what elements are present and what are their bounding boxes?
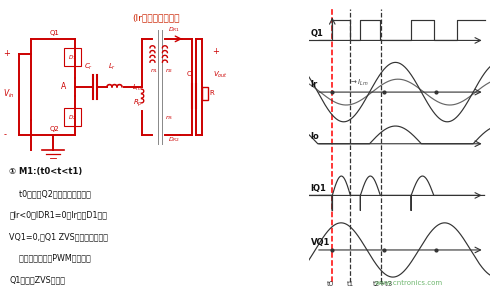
Text: t0: t0 — [327, 281, 334, 287]
Text: (Ir从左向右为正）: (Ir从左向右为正） — [132, 13, 179, 22]
Text: Io: Io — [311, 132, 319, 141]
Text: $C_r$: $C_r$ — [84, 62, 93, 72]
Text: Q1上使其ZVS开通。: Q1上使其ZVS开通。 — [9, 275, 65, 284]
Text: $L_m$: $L_m$ — [132, 83, 143, 93]
Text: +: + — [3, 49, 10, 58]
Text: $\rightarrow I_{Lm}$: $\rightarrow I_{Lm}$ — [348, 78, 368, 88]
Text: $L_r$: $L_r$ — [108, 62, 116, 72]
Text: $R_p$: $R_p$ — [133, 97, 143, 109]
Text: t2+t3: t2+t3 — [373, 281, 393, 287]
Text: $n_2$: $n_2$ — [165, 67, 173, 75]
Text: $D_1$: $D_1$ — [68, 53, 76, 62]
Text: $D_2$: $D_2$ — [68, 113, 76, 122]
Text: VQ1=0,为Q1 ZVS开通创造条件。: VQ1=0,为Q1 ZVS开通创造条件。 — [9, 232, 108, 241]
Text: www.cntronics.com: www.cntronics.com — [374, 280, 442, 286]
Text: t1: t1 — [347, 281, 354, 287]
Text: IQ1: IQ1 — [311, 184, 326, 193]
Text: $V_{in}$: $V_{in}$ — [3, 88, 15, 100]
Text: Q1: Q1 — [49, 30, 59, 36]
Text: Q1: Q1 — [311, 28, 323, 38]
Text: R: R — [209, 90, 214, 96]
Text: $D_{R2}$: $D_{R2}$ — [168, 135, 180, 144]
Text: C: C — [187, 71, 192, 77]
Text: $n_3$: $n_3$ — [165, 115, 173, 123]
Bar — [201, 87, 208, 100]
Text: ① M1:(t0<t<t1): ① M1:(t0<t<t1) — [9, 167, 83, 176]
Text: VQ1: VQ1 — [311, 238, 330, 247]
Text: $D_{R1}$: $D_{R1}$ — [168, 25, 180, 34]
Text: $V_{out}$: $V_{out}$ — [213, 70, 228, 80]
Text: 在这个过程中，PWM信号加在: 在这个过程中，PWM信号加在 — [9, 254, 91, 263]
Text: Ir: Ir — [311, 80, 318, 89]
Bar — [64, 48, 81, 66]
Text: t0时刻，Q2恰好关断，谐振电: t0时刻，Q2恰好关断，谐振电 — [9, 189, 91, 198]
Text: +: + — [213, 47, 220, 56]
Text: $n_1$: $n_1$ — [150, 67, 158, 75]
Text: 流Ir<0，IDR1=0。Ir流经D1，使: 流Ir<0，IDR1=0。Ir流经D1，使 — [9, 210, 107, 219]
Bar — [64, 108, 81, 126]
Text: A: A — [61, 82, 67, 91]
Text: Q2: Q2 — [49, 126, 59, 132]
Text: -: - — [3, 130, 6, 139]
